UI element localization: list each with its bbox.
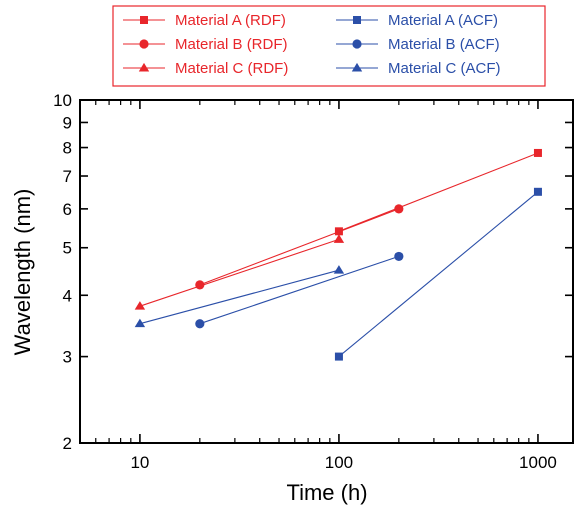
data-point [533, 187, 542, 196]
series-line [139, 238, 340, 307]
series-line [199, 255, 399, 325]
legend-label: Material A (RDF) [175, 12, 286, 29]
y-tick-label: 8 [63, 139, 72, 158]
plot-area: 10 100 1000 2 3 4 5 6 7 8 9 10 [53, 91, 574, 472]
y-tick-label: 10 [53, 91, 72, 110]
data-point [533, 148, 542, 157]
series-line [338, 152, 539, 232]
y-tick-label: 4 [63, 286, 72, 305]
legend-marker [353, 16, 361, 24]
y-tick-label: 3 [63, 348, 72, 367]
data-point [334, 227, 343, 236]
legend-label: Material C (RDF) [175, 60, 288, 77]
x-axis-title: Time (h) [286, 480, 367, 505]
y-axis-title: Wavelength (nm) [10, 189, 35, 356]
legend-box [112, 5, 546, 87]
axis-ticks: 10 100 1000 2 3 4 5 6 7 8 9 10 [53, 91, 573, 472]
y-tick-label: 7 [63, 167, 72, 186]
plot-frame [79, 99, 574, 444]
legend-label: Material C (ACF) [388, 60, 501, 77]
y-tick-label: 6 [63, 200, 72, 219]
data-point [333, 265, 345, 274]
x-tick-label: 10 [130, 453, 149, 472]
series-markers [134, 148, 542, 361]
data-point [334, 352, 343, 361]
legend-marker [351, 62, 363, 72]
data-point [195, 280, 205, 290]
series-line [199, 208, 399, 286]
legend-label: Material A (ACF) [388, 12, 498, 29]
series-line [338, 191, 539, 358]
y-tick-label: 5 [63, 239, 72, 258]
y-tick-label: 2 [63, 434, 72, 453]
data-point [394, 204, 404, 214]
x-tick-label: 100 [325, 453, 353, 472]
data-point [394, 251, 404, 262]
x-tick-label: 1000 [519, 453, 557, 472]
legend-marker [352, 39, 362, 49]
data-point [333, 234, 345, 243]
y-tick-label: 9 [63, 113, 72, 132]
legend-label: Material B (ACF) [388, 36, 500, 53]
series-lines [139, 152, 539, 358]
legend-marker [139, 39, 149, 49]
legend-label: Material B (RDF) [175, 36, 288, 53]
legend-marker [138, 62, 150, 72]
legend: Material A (RDF) Material B (RDF) Material… [112, 5, 546, 87]
data-point [195, 319, 205, 329]
data-point [134, 318, 146, 328]
legend-marker [140, 16, 148, 24]
series-line [139, 269, 340, 325]
data-point [134, 301, 146, 310]
